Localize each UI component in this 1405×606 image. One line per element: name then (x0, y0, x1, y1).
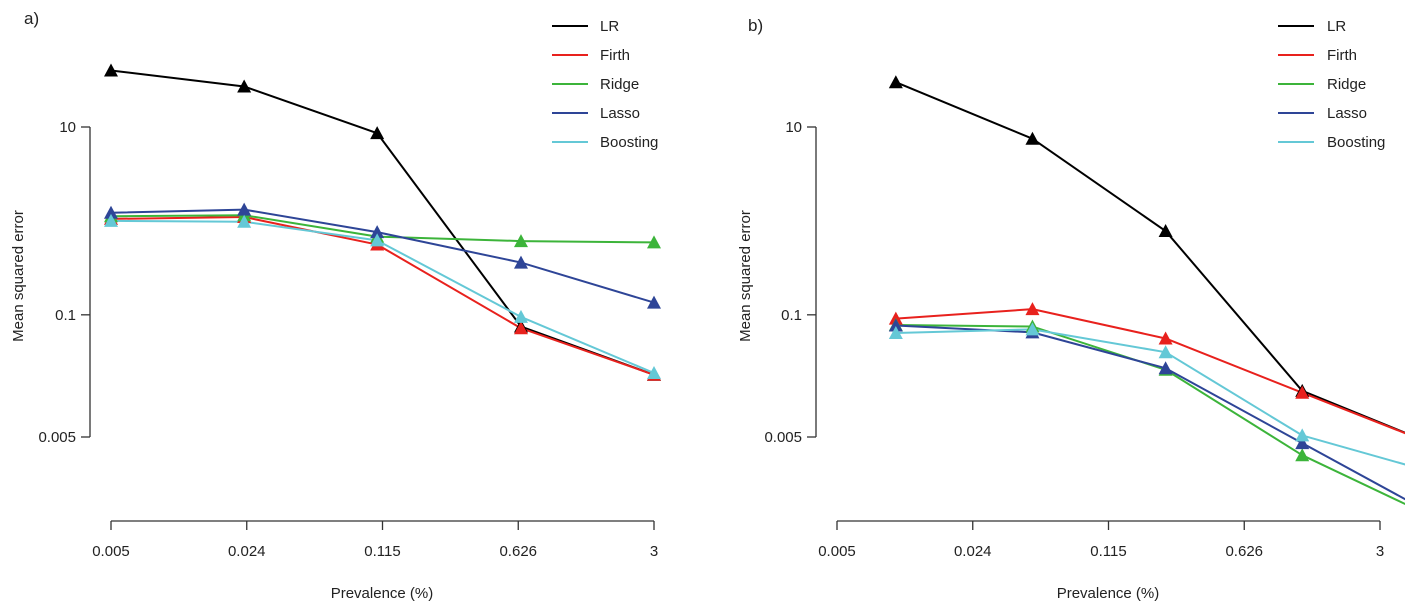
x-tick-label: 0.115 (364, 543, 400, 560)
x-tick-label: 0.005 (818, 543, 856, 560)
data-point-ridge (513, 234, 528, 248)
series-line-ridge (895, 323, 1405, 506)
axes: 0.005 0.024 0.115 0.626 3 10 0.1 0.005 (38, 119, 658, 560)
data-point-lasso (1295, 436, 1310, 450)
y-axis-label: Mean squared error (737, 210, 754, 342)
x-tick-label: 3 (1376, 543, 1384, 560)
x-tick-label: 3 (650, 543, 658, 560)
panel-b: b) 0.005 0.024 0.115 0.626 3 10 0.1 0.005 LR Fi… (737, 16, 1405, 602)
legend-label-ridge: Ridge (600, 76, 639, 93)
data-point-lasso (237, 202, 252, 216)
data-point-boosting (370, 233, 385, 247)
panel-label: b) (748, 16, 763, 35)
legend: LR Firth Ridge Lasso Boosting (1278, 18, 1385, 151)
panel-a: a) 0.005 0.024 0.115 0.626 3 10 0.1 0.005 LR Fi… (10, 9, 661, 602)
legend-label-lasso: Lasso (600, 105, 640, 122)
panel-label: a) (24, 9, 39, 28)
y-axis-label: Mean squared error (10, 210, 27, 342)
series-line-ridge (110, 214, 655, 244)
data-point-boosting (647, 366, 661, 380)
data-point-lr (1025, 131, 1040, 145)
x-axis-label: Prevalence (%) (1057, 585, 1160, 602)
series-line-lasso (895, 324, 1405, 501)
data-point-lasso (888, 318, 903, 332)
y-tick-label: 0.005 (38, 429, 76, 446)
series-markers (104, 63, 661, 381)
legend-label-firth: Firth (1327, 47, 1357, 64)
data-point-boosting (104, 213, 118, 227)
data-point-lr (888, 75, 903, 89)
x-tick-label: 0.005 (92, 543, 130, 560)
legend-label-ridge: Ridge (1327, 76, 1366, 93)
x-tick-label: 0.626 (499, 543, 537, 560)
legend-label-boosting: Boosting (600, 134, 658, 151)
data-point-boosting (237, 214, 252, 228)
data-point-ridge (1295, 448, 1310, 462)
data-point-lr (1158, 224, 1173, 238)
series-lines (110, 69, 655, 376)
x-tick-label: 0.115 (1090, 543, 1126, 560)
x-tick-label: 0.024 (228, 543, 266, 560)
data-point-firth (513, 321, 528, 335)
data-point-boosting (1295, 428, 1310, 442)
y-tick-label: 0.1 (781, 307, 802, 324)
series-line-lasso (110, 208, 655, 304)
axes: 0.005 0.024 0.115 0.626 3 10 0.1 0.005 (764, 119, 1384, 560)
data-point-firth (1025, 302, 1040, 316)
x-tick-label: 0.626 (1225, 543, 1263, 560)
legend-label-lasso: Lasso (1327, 105, 1367, 122)
legend-label-boosting: Boosting (1327, 134, 1385, 151)
series-line-lr (110, 69, 655, 376)
data-point-lasso (1158, 361, 1173, 375)
data-point-lasso (370, 225, 385, 239)
data-point-firth (1295, 385, 1310, 399)
data-point-boosting (1025, 322, 1040, 336)
y-tick-label: 0.005 (764, 429, 802, 446)
x-axis-label: Prevalence (%) (331, 585, 434, 602)
y-tick-label: 10 (59, 119, 76, 136)
data-point-lr (237, 79, 252, 93)
data-point-boosting (1158, 345, 1173, 359)
y-tick-label: 0.1 (55, 307, 76, 324)
legend: LR Firth Ridge Lasso Boosting (552, 18, 658, 151)
x-tick-label: 0.024 (954, 543, 992, 560)
series-markers (888, 75, 1310, 462)
data-point-lasso (647, 295, 661, 309)
data-point-ridge (647, 235, 661, 249)
data-point-firth (1158, 331, 1173, 345)
legend-label-lr: LR (600, 18, 619, 35)
data-point-boosting (513, 309, 528, 323)
legend-label-lr: LR (1327, 18, 1346, 35)
legend-label-firth: Firth (600, 47, 630, 64)
data-point-lr (104, 63, 118, 77)
data-point-lr (370, 126, 385, 140)
y-tick-label: 10 (785, 119, 802, 136)
data-point-lasso (104, 205, 118, 219)
data-point-boosting (888, 326, 903, 340)
data-point-lasso (513, 255, 528, 269)
